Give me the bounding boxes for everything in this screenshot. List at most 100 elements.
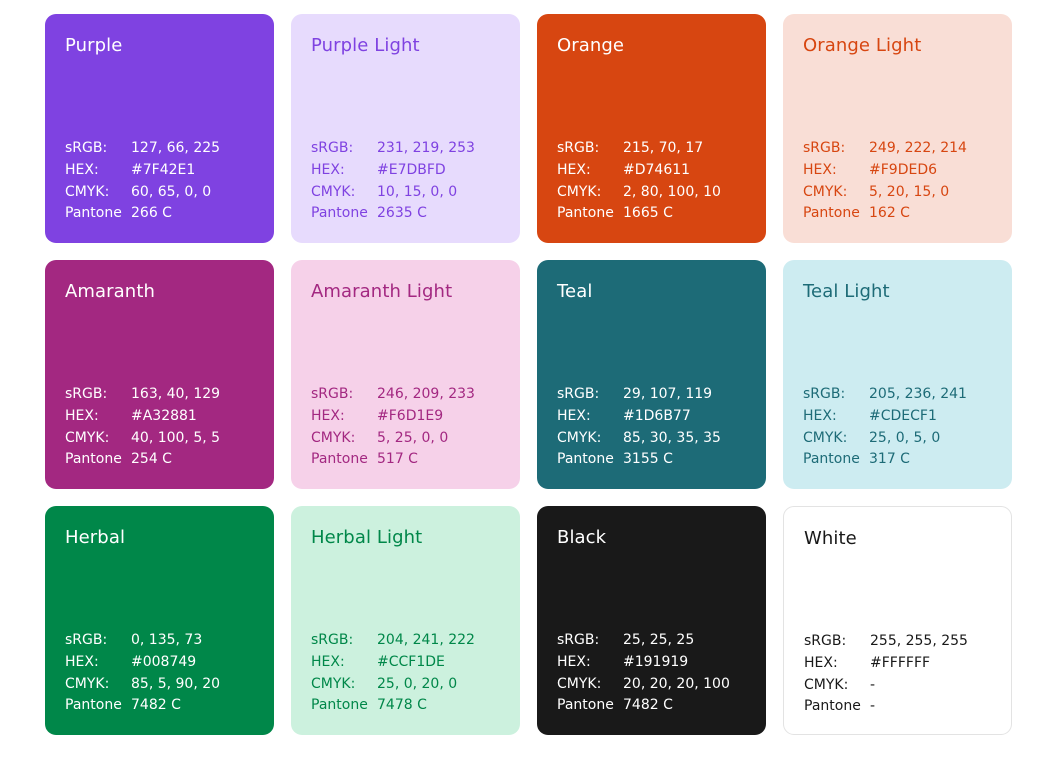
color-card-white: White sRGB: 255, 255, 255 HEX: #FFFFFF CMY… [783, 506, 1012, 735]
srgb-row: sRGB: 204, 241, 222 [311, 630, 475, 652]
srgb-value: 205, 236, 241 [869, 386, 967, 402]
srgb-label: sRGB: [557, 632, 600, 648]
cmyk-value: - [870, 676, 876, 693]
srgb-value: 29, 107, 119 [623, 386, 713, 402]
srgb-value: 127, 66, 225 [131, 140, 221, 156]
pantone-label: Pantone [311, 205, 368, 222]
hex-label: HEX: [311, 161, 345, 178]
color-specs: sRGB: 231, 219, 253 HEX: #E7DBFD CMYK: 10, … [311, 138, 475, 225]
color-specs: sRGB: 29, 107, 119 HEX: #1D6B77 CMYK: 85, 3… [557, 384, 721, 471]
color-card-amaranth: Amaranth sRGB: 163, 40, 129 HEX: #A32881 C… [45, 260, 274, 489]
cmyk-row: CMYK: 20, 20, 20, 100 [557, 674, 730, 696]
hex-value: #F9DED6 [869, 161, 938, 178]
pantone-label: Pantone [804, 698, 861, 715]
hex-row: HEX: #FFFFFF [804, 653, 968, 675]
color-name: Teal Light [803, 281, 890, 302]
hex-row: HEX: #191919 [557, 652, 730, 674]
hex-label: HEX: [803, 161, 837, 178]
pantone-label: Pantone [65, 451, 122, 468]
hex-row: HEX: #7F42E1 [65, 160, 220, 182]
color-name: Purple Light [311, 35, 420, 56]
srgb-label: sRGB: [804, 633, 847, 649]
srgb-label: sRGB: [311, 140, 354, 156]
srgb-label: sRGB: [803, 140, 846, 156]
srgb-value: 255, 255, 255 [870, 633, 968, 649]
srgb-label: sRGB: [557, 386, 600, 402]
pantone-value: 266 C [131, 205, 172, 222]
color-name: White [804, 528, 857, 549]
color-swatch-grid: Purple sRGB: 127, 66, 225 HEX: #7F42E1 CMY… [45, 14, 1012, 735]
hex-value: #FFFFFF [870, 654, 931, 671]
cmyk-row: CMYK: - [804, 675, 968, 697]
color-name: Purple [65, 35, 123, 56]
cmyk-label: CMYK: [804, 676, 849, 693]
cmyk-row: CMYK: 40, 100, 5, 5 [65, 428, 220, 450]
color-card-teal: Teal sRGB: 29, 107, 119 HEX: #1D6B77 CMYK:… [537, 260, 766, 489]
cmyk-value: 60, 65, 0, 0 [131, 183, 212, 200]
cmyk-row: CMYK: 85, 30, 35, 35 [557, 428, 721, 450]
srgb-row: sRGB: 255, 255, 255 [804, 631, 968, 653]
pantone-value: 3155 C [623, 451, 673, 468]
color-card-teal-light: Teal Light sRGB: 205, 236, 241 HEX: #CDECF… [783, 260, 1012, 489]
srgb-value: 25, 25, 25 [623, 632, 695, 648]
hex-value: #008749 [131, 653, 197, 670]
srgb-label: sRGB: [311, 632, 354, 648]
pantone-row: Pantone 1665 C [557, 203, 721, 225]
hex-row: HEX: #F6D1E9 [311, 406, 475, 428]
color-card-amaranth-light: Amaranth Light sRGB: 246, 209, 233 HEX: #F… [291, 260, 520, 489]
hex-row: HEX: #D74611 [557, 160, 721, 182]
pantone-label: Pantone [311, 697, 368, 714]
color-card-herbal-light: Herbal Light sRGB: 204, 241, 222 HEX: #CCF… [291, 506, 520, 735]
hex-label: HEX: [557, 161, 591, 178]
hex-label: HEX: [557, 653, 591, 670]
cmyk-value: 85, 5, 90, 20 [131, 675, 221, 692]
hex-row: HEX: #F9DED6 [803, 160, 967, 182]
hex-row: HEX: #CDECF1 [803, 406, 967, 428]
srgb-value: 215, 70, 17 [623, 140, 704, 156]
hex-label: HEX: [65, 407, 99, 424]
color-specs: sRGB: 25, 25, 25 HEX: #191919 CMYK: 20, 20,… [557, 630, 730, 717]
pantone-value: 7478 C [377, 697, 427, 714]
cmyk-label: CMYK: [803, 429, 848, 446]
hex-row: HEX: #A32881 [65, 406, 220, 428]
cmyk-row: CMYK: 10, 15, 0, 0 [311, 182, 475, 204]
cmyk-value: 5, 25, 0, 0 [377, 429, 449, 446]
srgb-label: sRGB: [65, 386, 108, 402]
pantone-label: Pantone [557, 451, 614, 468]
cmyk-value: 5, 20, 15, 0 [869, 183, 950, 200]
pantone-value: 254 C [131, 451, 172, 468]
cmyk-label: CMYK: [65, 429, 110, 446]
cmyk-value: 25, 0, 5, 0 [869, 429, 941, 446]
pantone-row: Pantone 3155 C [557, 449, 721, 471]
hex-label: HEX: [804, 654, 838, 671]
srgb-label: sRGB: [311, 386, 354, 402]
srgb-row: sRGB: 205, 236, 241 [803, 384, 967, 406]
srgb-value: 0, 135, 73 [131, 632, 203, 648]
hex-value: #191919 [623, 653, 689, 670]
pantone-row: Pantone 7482 C [65, 695, 220, 717]
cmyk-row: CMYK: 5, 20, 15, 0 [803, 182, 967, 204]
srgb-row: sRGB: 25, 25, 25 [557, 630, 730, 652]
pantone-row: Pantone 7478 C [311, 695, 475, 717]
pantone-label: Pantone [311, 451, 368, 468]
cmyk-value: 10, 15, 0, 0 [377, 183, 458, 200]
pantone-row: Pantone 266 C [65, 203, 220, 225]
srgb-row: sRGB: 0, 135, 73 [65, 630, 220, 652]
cmyk-row: CMYK: 25, 0, 5, 0 [803, 428, 967, 450]
pantone-row: Pantone 517 C [311, 449, 475, 471]
cmyk-row: CMYK: 60, 65, 0, 0 [65, 182, 220, 204]
hex-row: HEX: #E7DBFD [311, 160, 475, 182]
color-specs: sRGB: 204, 241, 222 HEX: #CCF1DE CMYK: 25, … [311, 630, 475, 717]
cmyk-label: CMYK: [311, 183, 356, 200]
color-name: Herbal Light [311, 527, 423, 548]
color-name: Herbal [65, 527, 126, 548]
pantone-value: 162 C [869, 205, 910, 222]
color-card-purple: Purple sRGB: 127, 66, 225 HEX: #7F42E1 CMY… [45, 14, 274, 243]
srgb-value: 204, 241, 222 [377, 632, 475, 648]
srgb-row: sRGB: 29, 107, 119 [557, 384, 721, 406]
hex-label: HEX: [557, 407, 591, 424]
pantone-value: 1665 C [623, 205, 673, 222]
pantone-row: Pantone 2635 C [311, 203, 475, 225]
pantone-value: 317 C [869, 451, 910, 468]
color-name: Black [557, 527, 607, 548]
